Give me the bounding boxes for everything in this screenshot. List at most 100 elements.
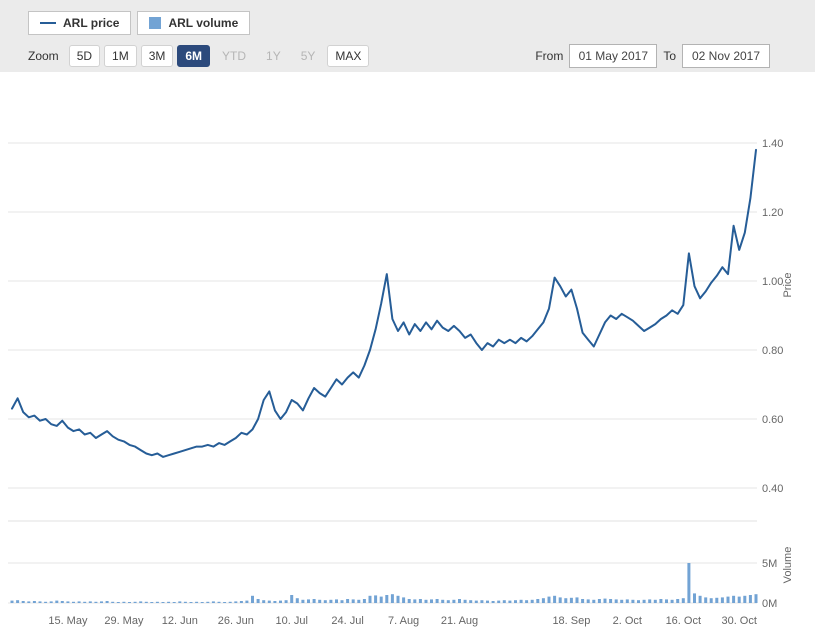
volume-bar xyxy=(676,599,680,603)
volume-bar xyxy=(469,600,473,603)
range-button-ytd: YTD xyxy=(222,49,247,63)
volume-bar xyxy=(111,601,115,603)
volume-bar xyxy=(463,599,467,603)
volume-bar xyxy=(357,599,361,603)
price-tick-label: 0.80 xyxy=(762,345,783,357)
volume-bar xyxy=(558,597,562,603)
volume-bar xyxy=(614,599,618,603)
volume-bar xyxy=(256,599,260,603)
volume-bar xyxy=(743,595,747,603)
volume-bar xyxy=(670,599,674,603)
volume-bar xyxy=(273,601,277,603)
volume-bar xyxy=(133,601,137,603)
volume-bar xyxy=(597,599,601,603)
volume-bar xyxy=(681,598,685,603)
volume-bar xyxy=(245,600,249,603)
volume-bar xyxy=(335,599,338,603)
volume-bar xyxy=(368,595,372,603)
volume-bar xyxy=(569,597,573,603)
price-tick-label: 1.20 xyxy=(762,207,783,219)
volume-bar xyxy=(732,595,736,603)
volume-tick-label: 0M xyxy=(762,598,777,610)
volume-bar xyxy=(704,597,708,603)
volume-bar xyxy=(715,597,719,603)
to-label: To xyxy=(663,49,676,63)
x-tick-label: 29. May xyxy=(104,615,144,627)
volume-bar xyxy=(267,600,271,603)
volume-bar xyxy=(620,599,624,603)
volume-bar xyxy=(217,601,221,603)
volume-bar xyxy=(290,595,294,603)
volume-bar xyxy=(541,598,545,603)
volume-bar xyxy=(441,599,445,603)
volume-bar xyxy=(547,596,551,603)
volume-bar xyxy=(474,600,478,603)
volume-bar xyxy=(55,600,59,603)
volume-bar xyxy=(665,599,668,603)
x-tick-label: 18. Sep xyxy=(552,615,590,627)
volume-bar xyxy=(150,602,154,603)
price-line-swatch-icon xyxy=(40,22,56,24)
volume-bar xyxy=(16,600,20,603)
volume-bar xyxy=(239,601,243,603)
range-button-max[interactable]: MAX xyxy=(327,45,370,67)
range-button-5d[interactable]: 5D xyxy=(68,45,101,67)
volume-swatch-icon xyxy=(149,17,162,29)
volume-bar xyxy=(642,599,646,603)
volume-bar xyxy=(693,593,696,603)
x-tick-label: 21. Aug xyxy=(441,615,478,627)
volume-bar xyxy=(161,602,165,603)
volume-bar xyxy=(379,596,383,603)
price-axis-labels: 0.40 0.60 0.80 1.00 1.20 1.40 xyxy=(762,138,783,495)
range-buttons: 5D 1M 3M 6M YTD 1Y 5Y MAX xyxy=(68,45,374,67)
volume-bar xyxy=(27,601,31,603)
volume-bar xyxy=(586,599,590,603)
legend-price-label: ARL price xyxy=(63,16,120,30)
volume-bars-series xyxy=(10,563,758,603)
price-tick-label: 1.00 xyxy=(762,276,783,288)
legend-item-volume[interactable]: ARL volume xyxy=(137,11,251,35)
stock-chart[interactable]: 0.40 0.60 0.80 1.00 1.20 1.40 0M 5M 15. May 29. M… xyxy=(0,72,815,631)
legend-item-price[interactable]: ARL price xyxy=(28,11,132,35)
volume-bar xyxy=(374,595,378,603)
volume-bar xyxy=(592,599,596,603)
range-button-3m[interactable]: 3M xyxy=(140,45,174,67)
volume-bar xyxy=(318,599,322,603)
volume-bar xyxy=(211,601,215,603)
volume-bar xyxy=(200,602,204,603)
to-date-input[interactable] xyxy=(682,44,770,68)
range-button-6m[interactable]: 6M xyxy=(177,45,211,67)
volume-bar xyxy=(497,600,501,603)
volume-bar xyxy=(581,599,585,603)
zoom-label: Zoom xyxy=(28,49,59,63)
x-tick-label: 24. Jul xyxy=(331,615,363,627)
volume-bar xyxy=(183,601,187,603)
volume-bar xyxy=(458,599,461,603)
price-tick-label: 0.60 xyxy=(762,414,783,426)
volume-bar xyxy=(144,601,148,603)
from-label: From xyxy=(535,49,564,63)
volume-bar xyxy=(279,600,282,603)
volume-bar xyxy=(418,599,422,603)
volume-bar xyxy=(486,600,489,603)
volume-bar xyxy=(122,601,126,603)
volume-bar xyxy=(530,599,534,603)
volume-bar xyxy=(519,599,523,603)
x-axis-labels: 15. May 29. May 12. Jun 26. Jun 10. Jul 24. J… xyxy=(48,615,757,627)
volume-bar xyxy=(60,601,64,603)
legend-volume-label: ARL volume xyxy=(168,16,239,30)
volume-bar xyxy=(536,599,540,603)
volume-bar xyxy=(351,599,355,603)
volume-bar xyxy=(116,602,120,603)
range-button-1m[interactable]: 1M xyxy=(104,45,137,67)
volume-bar xyxy=(362,599,366,603)
volume-bar xyxy=(737,596,741,603)
volume-bar xyxy=(105,601,109,603)
from-date-input[interactable] xyxy=(569,44,658,68)
volume-bar xyxy=(83,601,87,603)
range-button-5y: 5Y xyxy=(300,49,316,63)
volume-bar xyxy=(128,602,131,603)
volume-bar xyxy=(195,601,199,603)
volume-bar xyxy=(525,600,529,603)
